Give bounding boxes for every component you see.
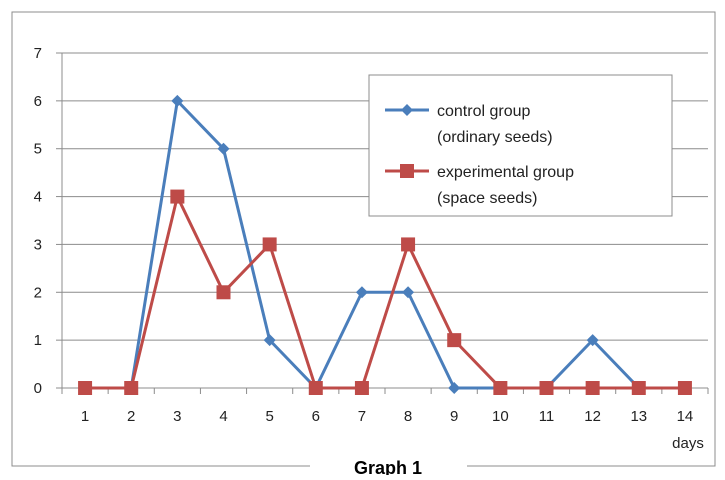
data-point	[217, 142, 230, 155]
y-tick-label: 0	[34, 380, 42, 397]
legend-marker	[400, 164, 414, 178]
x-unit-label: days	[672, 435, 704, 452]
x-tick-label: 12	[584, 408, 601, 425]
y-tick-label: 6	[34, 93, 42, 110]
y-tick-label: 2	[34, 284, 42, 301]
data-point	[262, 237, 277, 252]
y-tick-labels: 0 1 2 3 4 5 6 7	[34, 45, 42, 397]
data-point	[493, 381, 508, 395]
data-point	[401, 237, 416, 252]
legend-marker	[401, 104, 413, 116]
x-tick-label: 1	[81, 408, 89, 425]
legend-item-1: control group (ordinary seeds)	[385, 103, 553, 146]
data-point	[402, 286, 415, 299]
legend-label: experimental group	[437, 164, 574, 181]
series-line	[85, 99, 685, 390]
x-tick-label: 9	[450, 408, 458, 425]
data-point	[170, 189, 185, 204]
data-point	[585, 381, 600, 395]
y-tick-label: 5	[34, 141, 42, 158]
data-point	[171, 94, 184, 107]
data-point	[78, 381, 93, 395]
data-point	[677, 381, 692, 395]
y-tick-label: 7	[34, 45, 42, 62]
data-point	[539, 381, 554, 395]
x-tick-label: 4	[219, 408, 227, 425]
y-tick-label: 1	[34, 332, 42, 349]
data-point	[447, 333, 462, 348]
x-tick-label: 13	[630, 408, 647, 425]
legend-label: control group	[437, 103, 530, 120]
data-point	[354, 381, 369, 395]
data-point	[216, 285, 231, 300]
legend-label: (ordinary seeds)	[437, 129, 553, 146]
data-point	[448, 382, 461, 394]
data-point	[308, 381, 323, 395]
legend-box	[368, 74, 673, 217]
series-group	[78, 94, 692, 395]
x-tick-label: 10	[492, 408, 509, 425]
legend-label: (space seeds)	[437, 190, 538, 207]
series-line	[85, 195, 685, 390]
x-tick-label: 8	[404, 408, 412, 425]
x-tick-label: 3	[173, 408, 181, 425]
data-point	[263, 334, 276, 347]
graph-caption: Graph 1	[354, 458, 422, 475]
y-tick-label: 3	[34, 236, 42, 253]
x-tick-label: 2	[127, 408, 135, 425]
data-point	[124, 381, 139, 395]
x-tick-label: 7	[358, 408, 366, 425]
data-point	[586, 334, 599, 347]
x-tick-label: 11	[539, 408, 555, 425]
y-tick-label: 4	[34, 189, 42, 206]
data-point	[631, 381, 646, 395]
legend-item-2: experimental group (space seeds)	[385, 164, 574, 207]
legend: control group (ordinary seeds) experimenta…	[368, 74, 673, 217]
x-tick-label: 14	[677, 408, 694, 425]
series-2	[78, 189, 692, 395]
x-tick-label: 6	[312, 408, 320, 425]
x-tick-label: 5	[265, 408, 273, 425]
x-tick-labels: 1 2 3 4 5 6 7 8 9 10 11 12 13 14	[81, 408, 693, 425]
data-point	[355, 286, 368, 299]
chart-frame	[11, 11, 716, 467]
